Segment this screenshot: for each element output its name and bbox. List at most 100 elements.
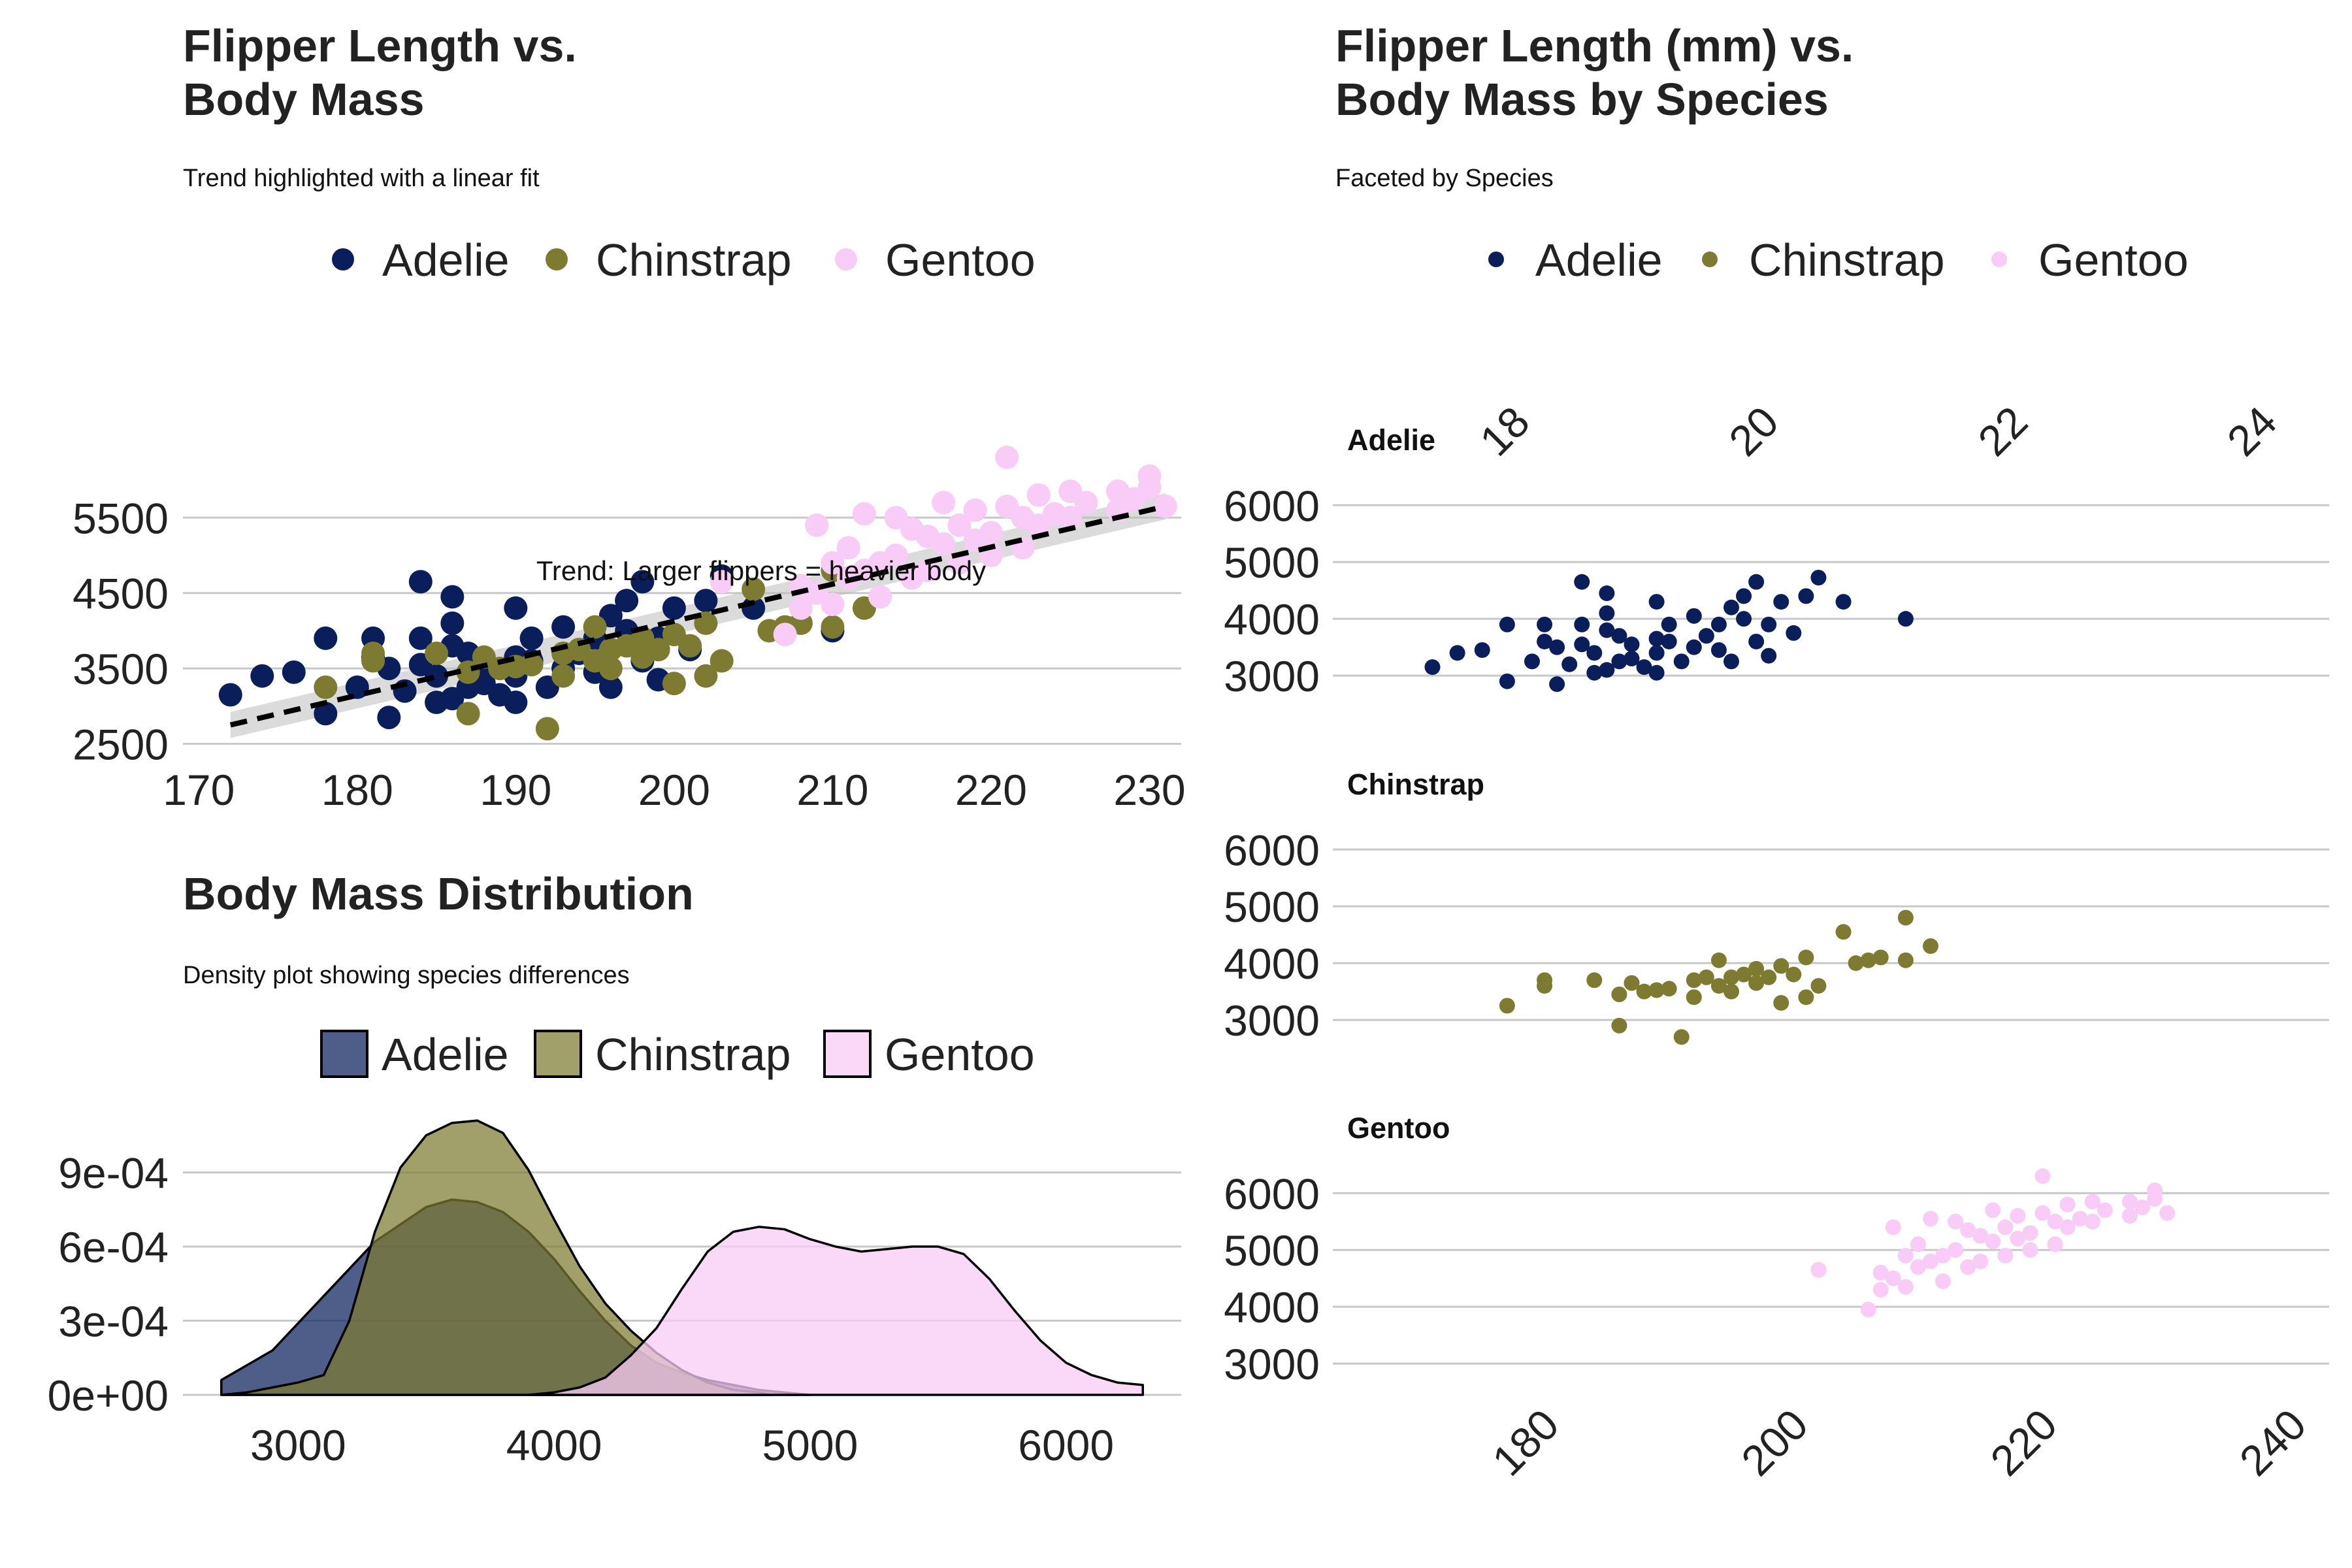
scatter-point-adelie — [314, 626, 338, 650]
facet-point-gentoo — [1972, 1228, 1989, 1244]
facet-legend-key-chinstrap — [1702, 252, 1718, 267]
facet-point-chinstrap — [1748, 960, 1765, 977]
facet-point-adelie — [1424, 659, 1441, 676]
scatter-y-tick-label: 3500 — [73, 645, 169, 693]
scatter-y-tick-label: 5500 — [73, 494, 169, 542]
facet-strip-label-adelie: Adelie — [1347, 423, 1435, 457]
facet-y-tick-label: 3000 — [1224, 652, 1320, 700]
scatter-point-chinstrap — [551, 664, 576, 688]
facet-point-chinstrap — [1636, 983, 1652, 1000]
facet-point-gentoo — [1948, 1242, 1964, 1258]
scatter-point-adelie — [519, 626, 544, 650]
scatter-point-gentoo — [710, 570, 734, 594]
facet-y-tick-label: 6000 — [1224, 826, 1320, 874]
scatter-point-chinstrap — [583, 615, 607, 639]
scatter-point-chinstrap — [314, 675, 338, 699]
scatter-point-chinstrap — [535, 717, 559, 741]
scatter-point-gentoo — [1153, 495, 1177, 518]
density-legend-key-adelie — [320, 1030, 368, 1078]
facet-point-chinstrap — [1611, 987, 1627, 1002]
facet-point-chinstrap — [1686, 972, 1702, 988]
scatter-point-gentoo — [947, 513, 972, 537]
density-legend-key-chinstrap — [534, 1030, 582, 1078]
facet-point-gentoo — [2034, 1205, 2051, 1221]
facet-bottom-x-tick-label: 180 — [1483, 1400, 1568, 1485]
facet-point-chinstrap — [1773, 995, 1789, 1011]
scatter-point-adelie — [314, 702, 338, 726]
scatter-point-adelie — [282, 660, 306, 684]
facet-point-adelie — [1537, 616, 1553, 632]
facet-point-chinstrap — [1810, 977, 1827, 994]
facet-point-adelie — [1897, 611, 1914, 627]
scatter-point-gentoo — [1137, 464, 1162, 488]
facet-point-adelie — [1599, 622, 1615, 638]
density-legend-label-chinstrap: Chinstrap — [595, 1029, 791, 1080]
scatter-point-adelie — [440, 611, 465, 635]
facet-point-gentoo — [1910, 1259, 1926, 1275]
facet-top-x-tick-label: 24 — [2217, 397, 2285, 465]
facet-point-gentoo — [1972, 1253, 1989, 1269]
scatter-point-adelie — [250, 664, 274, 688]
facet-point-chinstrap — [1923, 938, 1938, 955]
facet-point-adelie — [1761, 647, 1777, 664]
facet-point-gentoo — [2084, 1213, 2100, 1230]
scatter-point-chinstrap — [821, 615, 845, 639]
scatter-point-gentoo — [821, 593, 845, 616]
facet-point-gentoo — [2122, 1194, 2138, 1210]
scatter-legend-label-adelie: Adelie — [382, 235, 510, 286]
facet-point-adelie — [1537, 633, 1553, 649]
scatter-title-line1: Flipper Length vs. — [183, 20, 577, 71]
facet-y-tick-label: 4000 — [1224, 595, 1320, 644]
scatter-point-adelie — [615, 589, 639, 613]
facet-y-tick-label: 5000 — [1224, 1226, 1320, 1275]
scatter-x-tick-label: 170 — [163, 766, 235, 814]
facet-point-adelie — [1686, 639, 1702, 655]
scatter-point-adelie — [425, 664, 449, 688]
facet-point-adelie — [1499, 616, 1515, 632]
scatter-point-gentoo — [963, 498, 987, 522]
facet-point-adelie — [1723, 653, 1739, 670]
facet-point-adelie — [1673, 653, 1690, 670]
facet-point-gentoo — [2047, 1213, 2063, 1230]
facet-point-chinstrap — [1624, 975, 1640, 991]
scatter-point-gentoo — [932, 491, 956, 515]
scatter-annotation: Trend: Larger flippers = heavier body — [536, 555, 986, 586]
facet-point-gentoo — [1997, 1247, 2014, 1264]
facet-point-adelie — [1698, 628, 1714, 644]
scatter-point-chinstrap — [519, 653, 544, 677]
density-y-tick-label: 3e-04 — [58, 1298, 169, 1346]
scatter-point-chinstrap — [456, 702, 480, 726]
scatter-legend-key-adelie — [332, 248, 354, 270]
facet-point-adelie — [1611, 653, 1627, 670]
facet-point-chinstrap — [1897, 909, 1914, 926]
facet-point-chinstrap — [1499, 998, 1515, 1014]
facet-point-adelie — [1810, 570, 1827, 586]
density-area-gentoo — [527, 1226, 1144, 1396]
facet-point-gentoo — [1923, 1253, 1938, 1269]
facet-point-gentoo — [2022, 1242, 2038, 1258]
scatter-point-gentoo — [1058, 506, 1083, 530]
facet-legend-label-adelie: Adelie — [1535, 235, 1663, 286]
facet-point-adelie — [1599, 605, 1615, 621]
facet-point-gentoo — [1860, 1301, 1876, 1318]
density-subtitle: Density plot showing species differences — [183, 962, 630, 989]
facet-point-gentoo — [2010, 1208, 2026, 1224]
facet-bottom-x-tick-label: 240 — [2230, 1400, 2315, 1485]
facet-title-line1: Flipper Length (mm) vs. — [1335, 20, 1854, 71]
facet-point-gentoo — [1897, 1247, 1914, 1264]
facet-y-tick-label: 4000 — [1224, 1283, 1320, 1331]
facet-point-gentoo — [1885, 1219, 1901, 1235]
facet-point-gentoo — [1910, 1236, 1926, 1252]
scatter-point-adelie — [598, 675, 623, 699]
facet-point-chinstrap — [1860, 952, 1876, 968]
scatter-point-gentoo — [1026, 483, 1051, 507]
density-y-tick-label: 6e-04 — [58, 1223, 169, 1271]
facet-point-adelie — [1574, 616, 1590, 632]
facet-point-gentoo — [2047, 1236, 2063, 1252]
facet-point-chinstrap — [1698, 969, 1714, 985]
scatter-point-adelie — [377, 706, 401, 730]
facet-y-tick-label: 3000 — [1224, 1340, 1320, 1388]
facet-point-adelie — [1648, 645, 1665, 661]
facet-point-chinstrap — [1773, 958, 1789, 974]
facet-point-adelie — [1549, 676, 1565, 693]
